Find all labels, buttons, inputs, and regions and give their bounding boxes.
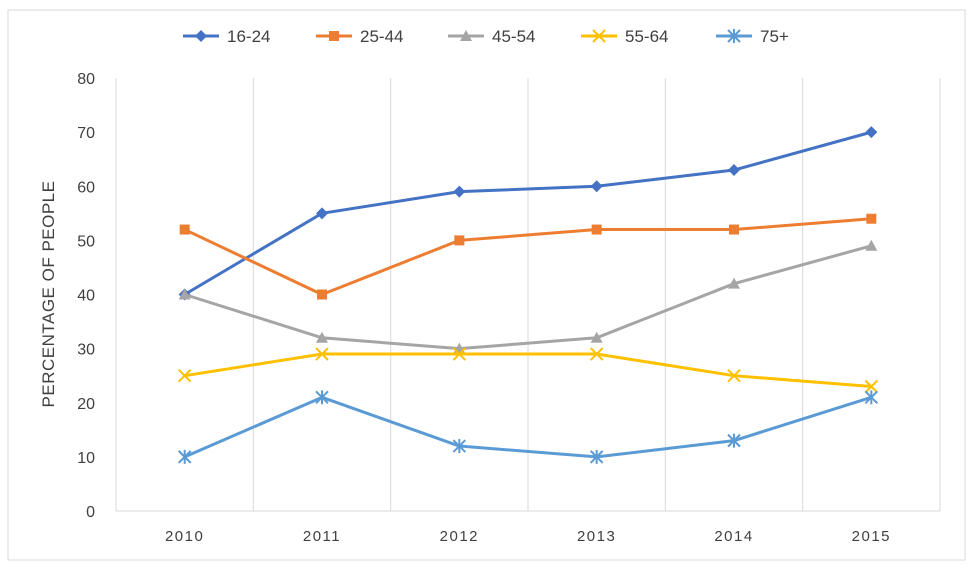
data-point: [589, 449, 604, 464]
data-point: [179, 224, 190, 235]
data-point: [316, 331, 328, 343]
marker-stroke: [452, 347, 467, 361]
marker-stroke: [592, 29, 606, 43]
data-point: [727, 433, 741, 448]
series-25-44: [179, 213, 877, 300]
legend-item-45-54: 45-54: [448, 27, 535, 46]
series-55-64: [177, 347, 879, 394]
y-tick-label: 0: [86, 504, 95, 521]
data-point: [316, 207, 328, 220]
legend-item-25-44: 25-44: [316, 27, 403, 46]
data-point: [865, 239, 878, 251]
axes: 0 10 20 30 40 50 60 70 80 2010 2011 2012 2013 2014 201…: [77, 71, 940, 545]
legend-marker: [329, 31, 339, 41]
x-tick-label: 2013: [577, 528, 616, 545]
data-point: [317, 289, 327, 300]
data-point: [453, 185, 466, 198]
data-point: [177, 368, 192, 383]
legend-marker: [727, 29, 741, 43]
legend-label: 55-64: [625, 27, 668, 46]
legend-marker: [195, 30, 207, 42]
series-line: [183, 130, 873, 296]
legend-item-55-64: 55-64: [581, 27, 668, 46]
data-point: [591, 224, 602, 235]
series-16-24: [178, 126, 878, 301]
series-75plus: [177, 390, 879, 464]
data-point: [454, 235, 465, 246]
data-point: [315, 347, 329, 361]
y-tick-label: 80: [77, 71, 95, 88]
data-point: [178, 288, 191, 300]
data-point: [866, 213, 877, 224]
y-tick-label: 40: [77, 288, 95, 305]
legend-label: 45-54: [492, 27, 535, 46]
legend-marker: [592, 29, 606, 43]
x-tick-label: 2015: [852, 528, 891, 545]
marker-stroke: [864, 379, 879, 394]
y-tick-label: 50: [77, 233, 95, 250]
series-line: [183, 395, 873, 459]
legend-item-16-24: 16-24: [183, 27, 270, 46]
data-point: [865, 126, 878, 139]
y-tick-label: 30: [77, 342, 95, 359]
series-line: [183, 352, 873, 389]
y-tick-label: 60: [77, 179, 95, 196]
data-point: [590, 180, 603, 193]
marker-stroke: [727, 368, 741, 383]
legend-label: 25-44: [360, 27, 403, 46]
data-point: [864, 379, 879, 394]
data-point: [315, 390, 329, 405]
y-tick-label: 70: [77, 125, 95, 142]
data-point: [864, 390, 879, 405]
data-point: [727, 368, 741, 383]
data-point: [590, 331, 603, 343]
data-point: [452, 347, 467, 361]
series-line: [183, 217, 873, 296]
y-tick-label: 20: [77, 396, 95, 413]
data-point: [728, 164, 740, 177]
data-point: [177, 449, 192, 464]
marker-stroke: [177, 368, 192, 383]
marker-stroke: [315, 347, 329, 361]
y-axis-title: PERCENTAGE OF PEOPLE: [39, 181, 58, 408]
x-tick-label: 2011: [303, 528, 341, 545]
x-tick-label: 2012: [440, 528, 479, 545]
legend: 16-24 25-44 45-54 55-64 75+: [183, 27, 789, 46]
legend-label: 75+: [760, 27, 789, 46]
y-tick-label: 10: [77, 450, 95, 467]
data-point: [452, 439, 467, 454]
series-line: [183, 244, 873, 351]
x-tick-label: 2010: [165, 528, 204, 545]
marker-stroke: [589, 347, 604, 361]
chart-border: [7, 9, 966, 561]
data-point: [728, 277, 740, 289]
data-point: [729, 224, 739, 235]
legend-label: 16-24: [227, 27, 270, 46]
series-lines: [177, 126, 879, 464]
x-tick-label: 2014: [714, 528, 753, 545]
legend-item-75plus: 75+: [716, 27, 789, 46]
legend-marker: [460, 30, 472, 41]
data-point: [589, 347, 604, 361]
